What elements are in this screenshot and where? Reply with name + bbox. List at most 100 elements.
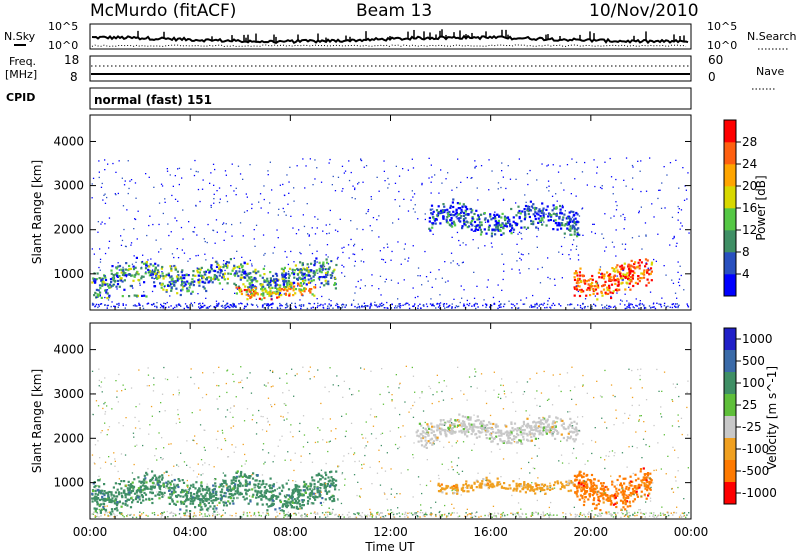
data-point	[559, 165, 561, 167]
data-point	[503, 215, 507, 218]
data-point	[530, 426, 533, 429]
data-point	[465, 480, 468, 483]
data-point	[428, 216, 431, 220]
data-point	[196, 234, 198, 236]
data-point	[282, 207, 284, 210]
data-point	[270, 279, 273, 282]
data-point	[257, 496, 260, 499]
data-point	[143, 479, 146, 482]
data-point	[316, 298, 318, 300]
data-point	[579, 304, 582, 307]
data-point	[200, 484, 203, 487]
data-point	[99, 511, 102, 514]
data-point	[148, 497, 151, 500]
data-point	[487, 228, 490, 231]
data-point	[540, 211, 543, 215]
data-point	[606, 289, 609, 292]
data-point	[631, 274, 635, 277]
data-point	[627, 268, 631, 271]
data-point	[536, 488, 539, 491]
data-point	[148, 224, 150, 227]
data-point	[430, 181, 432, 183]
data-point	[461, 424, 464, 427]
data-point	[529, 209, 533, 212]
data-point	[464, 415, 467, 419]
data-point	[220, 482, 224, 486]
data-point	[594, 491, 597, 494]
data-point	[146, 487, 149, 490]
data-point	[322, 230, 324, 232]
data-point	[589, 294, 592, 297]
data-point	[232, 306, 234, 308]
data-point	[553, 427, 556, 430]
data-point	[156, 302, 158, 304]
data-point	[97, 289, 100, 292]
data-point	[427, 280, 429, 282]
data-point	[593, 289, 596, 292]
data-point	[298, 271, 301, 274]
data-point	[467, 418, 470, 421]
data-point	[462, 219, 466, 222]
data-point	[310, 269, 313, 272]
data-point	[325, 258, 328, 261]
data-point	[333, 499, 336, 502]
data-point	[661, 182, 663, 184]
data-point	[330, 260, 332, 262]
data-point	[149, 491, 152, 494]
data-point	[555, 207, 558, 210]
data-point	[575, 223, 578, 226]
data-point	[334, 282, 337, 285]
data-point	[601, 233, 603, 235]
data-point	[590, 488, 593, 491]
data-point	[118, 483, 121, 486]
data-point	[430, 192, 432, 194]
data-point	[263, 491, 266, 494]
data-point	[446, 429, 449, 433]
data-point	[505, 187, 507, 190]
data-point	[287, 279, 290, 282]
data-point	[186, 490, 189, 494]
data-point	[255, 280, 258, 283]
data-point	[267, 174, 269, 176]
data-point	[480, 221, 483, 224]
data-point	[447, 172, 449, 174]
data-point	[663, 166, 665, 168]
data-point	[273, 292, 276, 295]
data-point	[610, 295, 612, 298]
data-point	[567, 223, 571, 226]
data-point	[110, 493, 113, 496]
data-point	[146, 265, 150, 268]
data-point	[674, 292, 677, 294]
data-point	[333, 478, 336, 481]
data-point	[541, 266, 543, 269]
data-point	[452, 205, 455, 209]
data-point	[380, 305, 383, 307]
data-point	[412, 167, 415, 169]
data-point	[466, 303, 468, 306]
data-point	[150, 258, 152, 260]
data-point	[301, 273, 304, 276]
data-point	[94, 499, 97, 502]
data-point	[215, 260, 218, 263]
data-point	[454, 487, 457, 490]
data-point	[251, 263, 253, 265]
data-point	[636, 266, 639, 269]
data-point	[512, 228, 516, 231]
data-point	[275, 277, 278, 281]
data-point	[530, 219, 533, 223]
data-point	[545, 432, 548, 435]
data-point	[502, 227, 505, 230]
data-point	[649, 157, 651, 159]
data-point	[300, 284, 303, 287]
data-point	[268, 291, 271, 294]
data-point	[183, 274, 187, 277]
data-point	[287, 272, 290, 275]
data-point	[221, 495, 224, 498]
data-point	[431, 303, 433, 306]
data-point	[239, 493, 242, 496]
data-point	[476, 419, 479, 422]
data-point	[260, 498, 263, 501]
data-point	[619, 499, 623, 502]
data-point	[640, 160, 642, 162]
